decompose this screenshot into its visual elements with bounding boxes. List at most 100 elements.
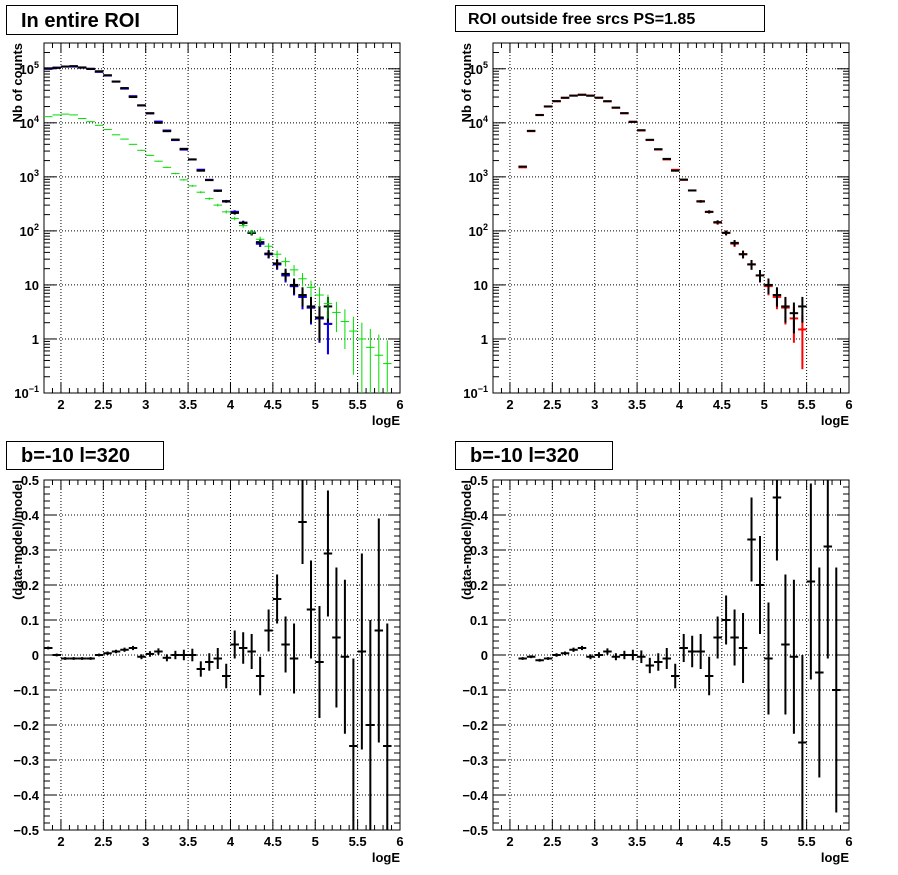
data-point — [518, 165, 527, 168]
x-axis-title: logE — [821, 850, 849, 865]
x-tick-label: 5 — [312, 834, 319, 849]
data-layer — [44, 65, 392, 393]
y-tick-label: −0.3 — [462, 753, 488, 768]
x-tick-label: 4.5 — [264, 397, 282, 412]
y-tick-label-exp: 4 — [34, 114, 39, 124]
data-point — [696, 634, 705, 669]
x-tick-label: 2.5 — [543, 397, 561, 412]
y-tick-label: 105 — [469, 60, 488, 77]
data-point — [272, 259, 282, 269]
data-point — [823, 480, 833, 659]
data-point — [721, 230, 731, 236]
data-point — [383, 340, 392, 393]
y-tick-label: 1 — [32, 332, 39, 347]
data-point — [374, 518, 384, 743]
data-point — [747, 497, 756, 582]
y-tick-label: 0.4 — [21, 508, 40, 523]
y-tick-label: 103 — [20, 168, 39, 185]
data-point — [162, 166, 172, 168]
data-point — [44, 646, 53, 650]
data-point — [77, 657, 87, 660]
x-tick-label: 3.5 — [179, 397, 197, 412]
data-point — [289, 278, 299, 294]
data-point — [772, 480, 782, 561]
data-point — [781, 574, 790, 715]
data-point — [662, 648, 671, 669]
data-point — [154, 160, 163, 162]
data-point — [340, 579, 350, 734]
data-point — [222, 210, 231, 214]
data-point — [671, 663, 680, 689]
data-point — [289, 265, 299, 276]
data-point — [247, 229, 256, 235]
data-point — [222, 200, 231, 203]
data-point — [272, 574, 282, 624]
data-point — [798, 655, 807, 830]
data-point — [713, 220, 722, 225]
x-tick-label: 3 — [591, 834, 598, 849]
data-point — [645, 657, 655, 674]
data-point — [832, 567, 841, 813]
chart-svg-bottom-right: 2 2.5 3 3.5 4 4.5 5 5.5 6 −0.5 −0.4 −0.3 −0.2 −0.1 0 0.… — [459, 473, 853, 865]
data-point — [654, 148, 663, 151]
data-point — [366, 328, 375, 393]
data-point — [238, 632, 248, 664]
data-point — [637, 129, 646, 132]
y-tick-label: 105 — [20, 60, 39, 77]
data-point — [798, 315, 807, 370]
y-tick-label-base: 10 — [463, 386, 477, 401]
data-point — [747, 260, 756, 270]
data-point — [721, 595, 731, 645]
data-point — [671, 169, 680, 172]
data-point — [272, 250, 282, 259]
data-point — [594, 652, 604, 658]
y-tick-label: 10 — [25, 278, 39, 293]
data-point — [332, 301, 341, 333]
data-point — [213, 203, 222, 207]
x-tick-label: 3 — [591, 397, 598, 412]
data-point — [654, 653, 663, 671]
data-point — [806, 483, 816, 680]
x-tick-label: 4 — [227, 834, 235, 849]
data-point — [349, 658, 358, 830]
data-point — [306, 296, 316, 323]
data-point — [526, 655, 536, 659]
panel-title-top-right: ROI outside free srcs PS=1.85 — [455, 5, 765, 32]
y-tick-label: −0.1 — [462, 683, 488, 698]
y-tick-label-base: 10 — [469, 170, 483, 185]
data-point — [366, 620, 375, 830]
y-tick-label: −0.2 — [13, 718, 39, 733]
data-point — [687, 635, 697, 668]
series-0 — [44, 480, 392, 830]
panel-title-bottom-right: b=-10 l=320 — [455, 441, 613, 470]
data-point — [738, 613, 748, 683]
y-tick-label: −0.5 — [13, 823, 39, 838]
data-point — [247, 634, 256, 669]
data-point — [662, 157, 671, 160]
y-tick-label-exp: 5 — [34, 60, 39, 70]
y-tick-label: 0.3 — [21, 543, 39, 558]
y-tick-label: 10 — [474, 278, 488, 293]
y-tick-label-base: 10 — [20, 224, 34, 239]
data-point — [196, 169, 206, 172]
data-point — [281, 616, 290, 673]
y-tick-label-exp: 2 — [483, 222, 488, 232]
data-point — [171, 138, 180, 141]
data-point — [179, 179, 189, 181]
y-tick-label-base: 10 — [469, 116, 483, 131]
data-point — [349, 316, 358, 375]
data-point — [315, 305, 324, 341]
data-point — [213, 648, 222, 669]
data-point — [255, 656, 265, 696]
data-point — [145, 651, 155, 657]
data-point — [154, 648, 163, 655]
y-tick-label-base: 10 — [14, 386, 28, 401]
y-tick-label-exp: 2 — [34, 222, 39, 232]
data-point — [332, 567, 341, 708]
data-point — [145, 154, 155, 156]
data-point — [111, 649, 121, 654]
data-point — [323, 490, 333, 617]
x-tick-label: 5.5 — [349, 834, 367, 849]
data-point — [340, 309, 350, 350]
x-axis-title: logE — [821, 413, 849, 428]
